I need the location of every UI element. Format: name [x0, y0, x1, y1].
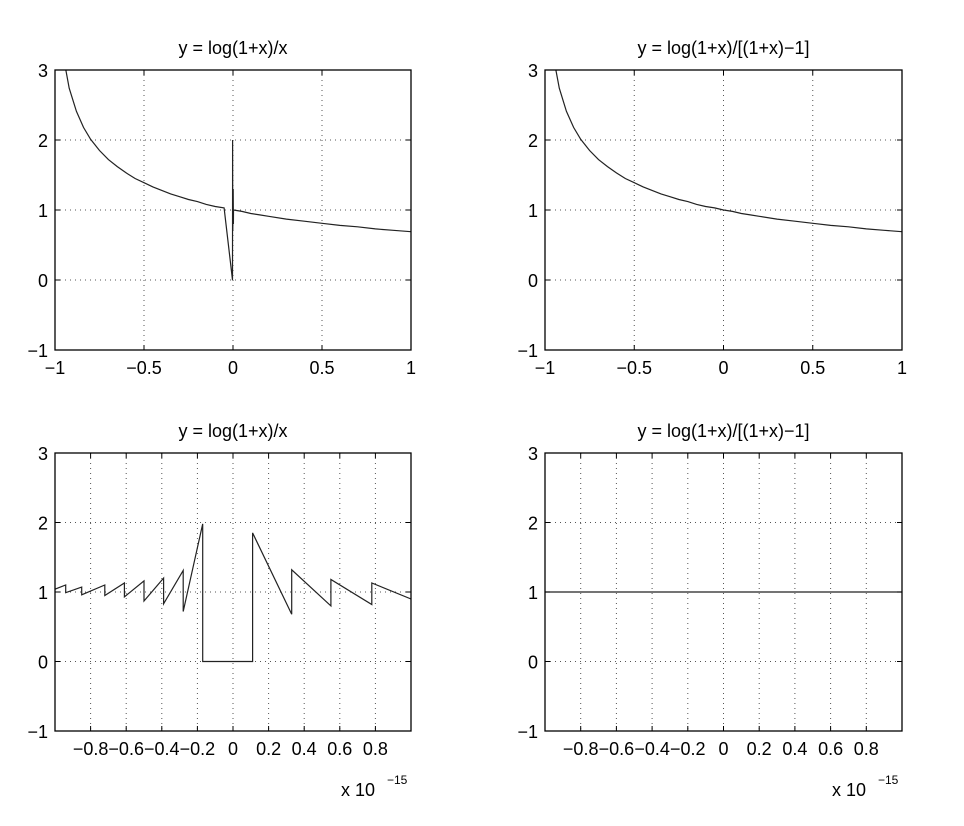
x-tick-label: 0: [228, 358, 238, 378]
y-tick-label: −1: [27, 341, 48, 361]
y-tick-label: 1: [38, 201, 48, 221]
y-tick-label: 1: [528, 201, 538, 221]
chart-title: y = log(1+x)/x: [178, 421, 287, 441]
x-tick-label: 0: [718, 739, 728, 759]
x-tick-label: −0.5: [126, 358, 162, 378]
y-tick-label: 0: [38, 271, 48, 291]
chart-title: y = log(1+x)/x: [178, 38, 287, 58]
x-tick-label: 0.5: [800, 358, 825, 378]
x-tick-label: −0.4: [144, 739, 180, 759]
x-tick-label: −0.2: [670, 739, 706, 759]
series-line-1: [55, 523, 411, 663]
y-tick-label: −1: [517, 341, 538, 361]
x-tick-label: −1: [45, 358, 66, 378]
chart-panel-3: −0.8 −0.6 −0.4 −0.2 0 0.2 0.4 0.6 0.8 −1 0 1 2 3 y = l…: [27, 421, 412, 800]
x-tick-label: 0.6: [327, 739, 352, 759]
x-tick-label: 0.4: [782, 739, 807, 759]
x-multiplier-exponent: −15: [387, 773, 408, 787]
y-tick-label: 3: [528, 444, 538, 464]
axes-frame: [54, 452, 412, 732]
x-multiplier-label: x 10: [832, 780, 866, 800]
y-tick-label: 0: [38, 653, 48, 673]
x-tick-label: 0.5: [309, 358, 334, 378]
y-tick-label: 3: [38, 61, 48, 81]
x-tick-label: 0.2: [256, 739, 281, 759]
x-tick-label: 0.4: [292, 739, 317, 759]
x-multiplier-label: x 10: [341, 780, 375, 800]
x-tick-label: 0.8: [363, 739, 388, 759]
series-line-1: [65, 70, 411, 281]
x-tick-label: −0.2: [180, 739, 216, 759]
y-tick-label: 0: [528, 653, 538, 673]
x-tick-label: −0.8: [563, 739, 599, 759]
x-tick-label: 0: [718, 358, 728, 378]
x-multiplier-exponent: −15: [878, 773, 899, 787]
y-tick-label: 2: [38, 131, 48, 151]
x-tick-label: −0.8: [73, 739, 109, 759]
x-tick-label: −0.6: [599, 739, 635, 759]
chart-title: y = log(1+x)/[(1+x)−1]: [637, 421, 809, 441]
x-tick-label: −0.5: [616, 358, 652, 378]
y-tick-label: 1: [38, 583, 48, 603]
y-tick-label: 0: [528, 271, 538, 291]
chart-title: y = log(1+x)/[(1+x)−1]: [637, 38, 809, 58]
x-tick-label: 0.8: [854, 739, 879, 759]
x-tick-label: −0.6: [108, 739, 144, 759]
x-tick-label: 1: [406, 358, 416, 378]
y-tick-label: 2: [528, 131, 538, 151]
y-tick-label: 3: [528, 61, 538, 81]
series-line-1: [555, 70, 902, 233]
y-tick-label: 2: [38, 514, 48, 534]
x-tick-label: 0: [228, 739, 238, 759]
chart-panel-4: −0.8 −0.6 −0.4 −0.2 0 0.2 0.4 0.6 0.8 −1 0 1 2 3 y = l…: [517, 421, 903, 800]
chart-panel-1: −1 −0.5 0 0.5 1 −1 0 1 2 3 y = log(1+x)/x: [27, 38, 416, 378]
y-tick-label: −1: [27, 722, 48, 742]
x-tick-label: −1: [535, 358, 556, 378]
x-tick-label: 0.6: [818, 739, 843, 759]
y-tick-label: 1: [528, 583, 538, 603]
y-tick-label: −1: [517, 722, 538, 742]
x-tick-label: 1: [897, 358, 907, 378]
y-tick-label: 3: [38, 444, 48, 464]
y-tick-label: 2: [528, 514, 538, 534]
x-tick-label: −0.4: [634, 739, 670, 759]
x-tick-label: 0.2: [747, 739, 772, 759]
chart-panel-2: −1 −0.5 0 0.5 1 −1 0 1 2 3 y = log(1+x)/[(1+x)−1]: [517, 38, 907, 378]
